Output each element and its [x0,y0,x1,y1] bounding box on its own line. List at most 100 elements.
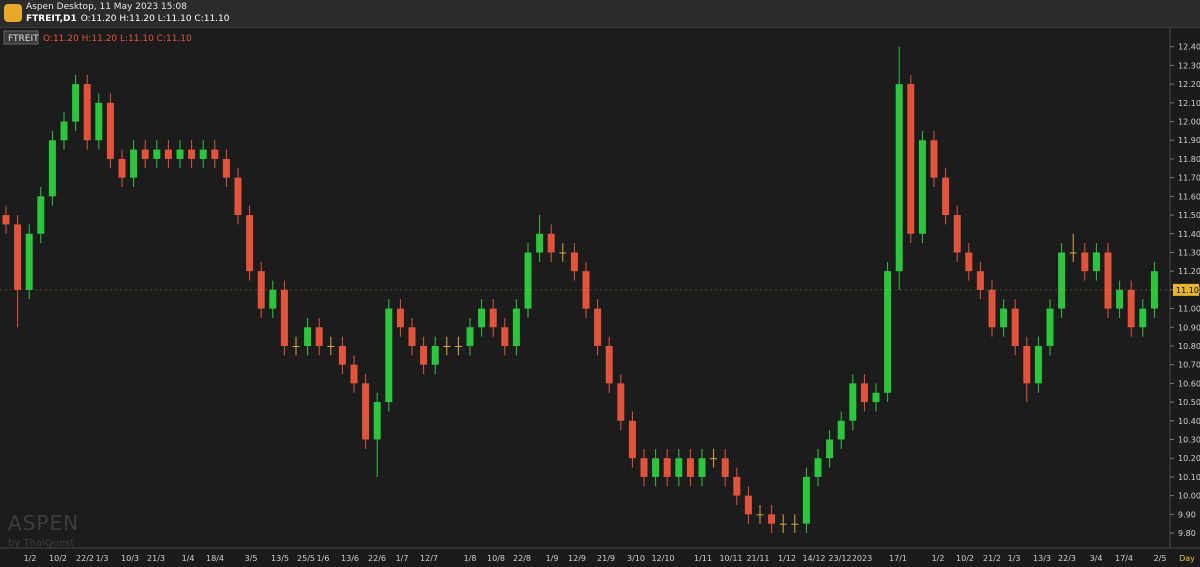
candle-body [83,84,91,141]
candle-body [130,149,138,178]
candle-body [280,289,288,346]
x-tick-label: 25/5 [297,554,315,563]
candle-body [837,420,845,440]
y-tick-label: 10.10 [1178,473,1200,482]
ohlc: O:11.20 H:11.20 L:11.10 C:11.10 [80,14,230,24]
x-tick-label: 18/4 [206,554,224,563]
y-tick-label: 12.00 [1178,118,1200,127]
candle-body [60,121,68,141]
x-tick-label: 21/3 [147,554,165,563]
y-tick-label: 10.00 [1178,492,1200,501]
x-tick-label: 14/12 [802,554,825,563]
candle-body [431,345,439,365]
x-tick-label: 13/3 [1033,554,1051,563]
candle-body [211,149,219,159]
last-price-tag [1173,283,1199,296]
candle-body [246,215,254,272]
candle-body [304,327,312,346]
y-tick-label: 9.80 [1178,529,1196,538]
y-tick-label: 10.90 [1178,323,1200,332]
candle-body [733,476,741,496]
candle-body [756,514,764,516]
candle-body [884,271,892,393]
candle-body [570,252,578,272]
x-tick-label: 2023 [852,554,872,563]
x-tick-label: 13/6 [341,554,359,563]
candle-body [396,308,404,328]
candle-body [478,308,486,328]
x-tick-label: 1/12 [778,554,796,563]
y-tick-label: 11.00 [1178,305,1200,314]
x-tick-label: 10/8 [487,554,505,563]
y-tick-label: 12.10 [1178,99,1200,108]
x-tick-label: 12/9 [568,554,586,563]
candle-body [95,102,103,141]
y-tick-label: 10.70 [1178,361,1200,370]
candle-body [2,215,10,225]
y-tick-label: 10.20 [1178,454,1200,463]
y-tick-label: 11.70 [1178,174,1200,183]
candle-body [327,345,335,347]
x-tick-label: 1/3 [1008,554,1021,563]
x-tick-label: 22/6 [368,554,386,563]
x-tick-label: 13/5 [271,554,289,563]
candle-body [234,177,242,216]
candle-body [362,383,370,440]
candle-body [953,215,961,253]
x-tick-label: 23/12 [828,554,851,563]
candle-body [408,327,416,346]
candle-body [153,149,161,159]
x-tick-label: 22/8 [513,554,531,563]
candle-body [849,383,857,421]
candle-body [14,224,22,290]
watermark: ASPEN [8,511,79,535]
x-tick-label: 10/3 [121,554,139,563]
candle-body [373,402,381,440]
candle-body [106,102,114,159]
candle-body [454,345,462,347]
candle-body [524,252,532,309]
candle-body [791,523,799,525]
candle-body [141,149,149,159]
candle-body [1092,252,1100,272]
x-tick-label: 10/11 [719,554,742,563]
candle-body [385,308,393,403]
candle-body [350,364,358,384]
candle-body [779,523,787,525]
x-tick-label: 12/10 [651,554,674,563]
candle-body [628,420,636,459]
y-tick-label: 11.80 [1178,155,1200,164]
candle-body [872,392,880,403]
window-title: Aspen Desktop, 11 May 2023 15:08 [26,2,187,12]
x-tick-label: 1/8 [464,554,477,563]
y-tick-label: 11.40 [1178,230,1200,239]
y-tick-label: 12.20 [1178,80,1200,89]
x-tick-label: 1/2 [24,554,37,563]
candle-body [744,495,752,515]
candle-body [164,149,172,159]
x-tick-label: 3/5 [245,554,258,563]
x-tick-label: 2/5 [1154,554,1167,563]
y-tick-label: 11.60 [1178,192,1200,201]
candle-body [1058,252,1066,309]
x-tick-label: 21/2 [983,554,1001,563]
candle-body [1081,252,1089,272]
app-logo [4,4,22,22]
candle-body [942,177,950,216]
candle-body [338,345,346,365]
candle-body [1069,252,1077,254]
candle-body [489,308,497,328]
y-tick-label: 11.30 [1178,248,1200,257]
candle-body [965,252,973,272]
legend-box[interactable] [3,30,39,45]
candle-body [420,345,428,365]
x-tick-label: 22/3 [1058,554,1076,563]
candle-body [605,345,613,384]
candle-body [1000,308,1008,328]
last-price-label: 11.10 [1176,286,1199,295]
symbol-info: FTREIT,D1 O:11.20 H:11.20 L:11.10 C:11.10 [26,14,230,24]
candle-body [1150,271,1158,309]
symbol: FTREIT,D1 [26,14,77,24]
candle-body [1139,308,1147,328]
